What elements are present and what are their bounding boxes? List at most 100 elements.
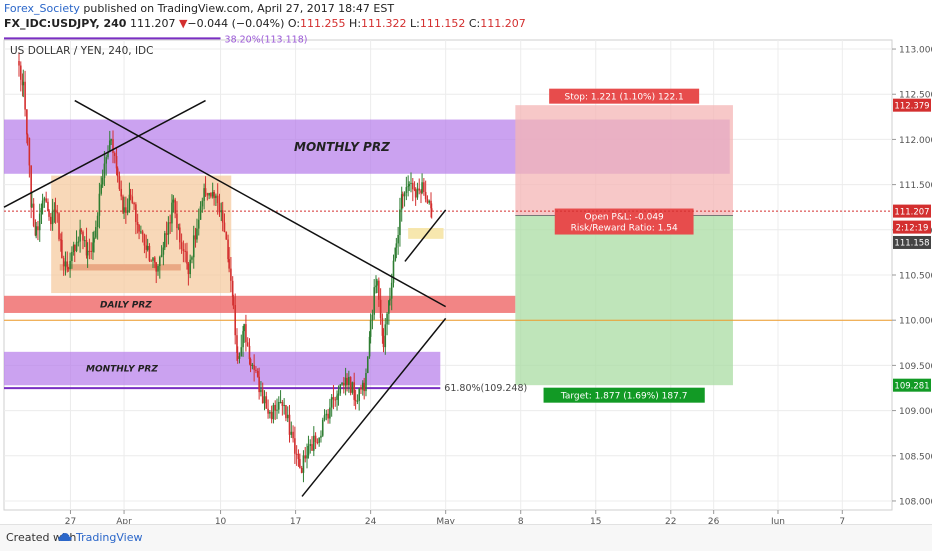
candle — [148, 243, 151, 263]
change-value: −0.044 (−0.04%) — [187, 17, 285, 30]
candles-layer — [18, 52, 433, 483]
price-chart[interactable]: MONTHLY PRZ MONTHLY PRZ DAILY PRZ Stop: 1.… — [0, 30, 932, 524]
candle-body — [379, 299, 382, 319]
candle-body — [37, 226, 39, 231]
pnl-label-box[interactable] — [554, 208, 694, 235]
candle — [72, 241, 75, 256]
stop-zone[interactable] — [515, 105, 733, 216]
candle — [171, 194, 173, 232]
candle-body — [344, 377, 347, 386]
candle — [93, 230, 95, 253]
candle — [126, 198, 129, 216]
candle-body — [281, 401, 284, 406]
candle — [135, 202, 137, 235]
candle — [145, 234, 148, 259]
candle — [221, 201, 224, 232]
candle-body — [399, 209, 401, 236]
candle-body — [407, 186, 409, 188]
candle-body — [395, 243, 398, 248]
candle — [66, 251, 69, 273]
candle-body — [211, 192, 214, 197]
candle-body — [199, 206, 202, 220]
entry-price-badge-text: 111.158 — [894, 239, 929, 249]
candle-body — [146, 245, 149, 250]
candle-body — [113, 152, 116, 157]
candle-body — [414, 189, 417, 198]
candle — [174, 197, 176, 219]
candle — [274, 400, 277, 420]
candle-body — [256, 371, 259, 377]
target-label-box[interactable] — [543, 387, 705, 403]
candle-body — [123, 207, 125, 213]
candle-body — [125, 207, 127, 213]
tradingview-brand-link[interactable]: TradingView — [76, 531, 143, 544]
candle — [325, 409, 328, 421]
stop-label-box[interactable] — [549, 88, 700, 104]
candle-body — [129, 194, 132, 197]
candle-body — [421, 182, 423, 193]
candle — [292, 425, 294, 443]
x-axis[interactable]: 27 Apr 10 17 24 May 8 15 22 26 Jun 7 — [65, 510, 845, 524]
candle-body — [128, 194, 131, 211]
candle-body — [327, 413, 329, 419]
candle — [82, 230, 84, 250]
candle-body — [75, 242, 78, 251]
candle — [160, 245, 163, 258]
candle — [218, 193, 221, 217]
candle-body — [346, 377, 348, 386]
candle-body — [135, 204, 137, 223]
candle — [365, 368, 367, 397]
candle-body — [162, 247, 165, 255]
candle — [22, 69, 25, 98]
candle — [286, 406, 289, 423]
candle — [408, 181, 411, 191]
author-link[interactable]: Forex_Society — [4, 2, 80, 15]
candle — [416, 182, 419, 200]
candle-body — [260, 389, 262, 393]
candle — [26, 133, 29, 146]
candle — [356, 394, 359, 405]
candle — [213, 190, 215, 206]
candle — [236, 346, 239, 364]
target-zone[interactable] — [515, 215, 733, 386]
candle — [238, 352, 241, 364]
change-arrow-icon: ▼ — [178, 17, 188, 30]
candle-body — [100, 184, 102, 194]
candle — [413, 181, 416, 192]
candle-body — [86, 250, 89, 256]
candle-body — [232, 297, 235, 306]
candle-body — [283, 405, 285, 407]
symbol-label[interactable]: FX_IDC:USDJPY, 240 — [4, 17, 127, 30]
candle — [187, 261, 190, 286]
candle-body — [210, 192, 212, 197]
candle-body — [122, 196, 124, 213]
candle — [164, 230, 166, 251]
candle — [366, 356, 369, 374]
position-tool[interactable]: Stop: 1.221 (1.10%) 122.1 Target: 1.877 (… — [515, 88, 733, 403]
candle-body — [41, 200, 44, 209]
candle — [69, 252, 71, 278]
candle — [336, 390, 338, 411]
candle — [155, 261, 158, 284]
candle-body — [152, 257, 154, 261]
candle-body — [82, 231, 84, 241]
candle — [215, 193, 217, 207]
candle — [256, 368, 259, 378]
candle — [53, 202, 56, 223]
candle-body — [332, 397, 335, 400]
candle — [283, 398, 285, 415]
y-tick-label: 108.000 — [899, 497, 932, 507]
candle-body — [382, 335, 385, 348]
candle-body — [176, 213, 178, 229]
candle-body — [197, 219, 200, 229]
candle-body — [71, 251, 73, 262]
open-label: O: — [287, 17, 301, 30]
candle — [353, 372, 355, 406]
candle — [426, 195, 429, 204]
candle-body — [220, 210, 223, 213]
candle — [103, 150, 106, 186]
candle-body — [279, 401, 282, 403]
x-tick-label: 15 — [590, 517, 601, 524]
candle-body — [341, 382, 343, 385]
candle — [314, 432, 317, 450]
